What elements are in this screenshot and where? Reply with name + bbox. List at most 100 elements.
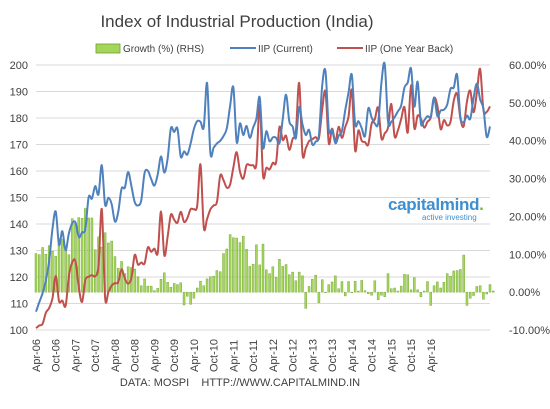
growth-bar [186, 291, 189, 297]
growth-bar [334, 275, 337, 293]
legend-label-iip-current: IIP (Current) [258, 44, 313, 55]
y-left-tick-label: 140 [10, 219, 28, 231]
growth-bar [281, 266, 284, 293]
growth-bar [41, 247, 44, 293]
growth-bar [419, 291, 423, 297]
x-tick-label: Oct-12 [288, 339, 300, 372]
y-left-tick-label: 160 [10, 166, 28, 178]
growth-bar [330, 281, 334, 293]
growth-bar [432, 285, 436, 293]
growth-bar [291, 271, 294, 293]
growth-bar [126, 266, 130, 293]
growth-bar [416, 289, 419, 293]
growth-bar [219, 271, 222, 293]
x-tick-label: Apr-09 [149, 339, 161, 372]
growth-bar [449, 276, 452, 293]
growth-bar [347, 281, 350, 293]
x-tick-label: Oct-08 [130, 339, 142, 372]
growth-bar [360, 280, 363, 293]
growth-bar [452, 270, 456, 293]
iip-lines [35, 61, 491, 329]
x-tick-label: Oct-11 [248, 340, 260, 372]
y-left-tick-label: 200 [10, 60, 28, 72]
chart-legend: Growth (%) (RHS) IIP (Current) IIP (One Ye… [95, 43, 453, 55]
growth-bar [261, 243, 265, 293]
x-tick-label: Apr-06 [31, 339, 43, 372]
growth-bar [297, 271, 301, 293]
growth-bar [390, 288, 393, 293]
growth-bar [225, 248, 229, 293]
growth-bar [492, 290, 495, 293]
growth-bar [274, 277, 278, 293]
growth-bar [472, 291, 475, 296]
x-tick-label: Apr-13 [307, 339, 319, 372]
growth-bar [439, 287, 442, 293]
growth-bar [107, 242, 110, 293]
growth-bar [265, 269, 268, 293]
growth-bar [93, 249, 97, 293]
growth-bar [238, 242, 242, 293]
growth-bar [469, 291, 472, 299]
growth-bar [169, 287, 173, 293]
source-note: DATA: MOSPI HTTP://WWW.CAPITALMIND.IN [120, 377, 360, 389]
growth-bar [475, 286, 479, 293]
growth-bar [182, 291, 186, 306]
capitalmind-logo: capitalmind. active investing [388, 195, 484, 222]
growth-bar [140, 285, 143, 293]
growth-bar [442, 282, 446, 293]
growth-bar [314, 274, 317, 293]
growth-bars [34, 208, 495, 309]
growth-bar [113, 256, 117, 293]
growth-bar [478, 285, 482, 293]
growth-bar [383, 291, 386, 297]
y-right-tick-label: 50.00% [509, 98, 547, 110]
growth-bar [409, 289, 413, 293]
growth-bar [268, 273, 271, 293]
growth-bar [57, 238, 61, 293]
growth-bar [271, 266, 275, 293]
growth-bar [380, 291, 383, 296]
x-tick-label: Apr-12 [268, 339, 280, 372]
growth-bar [482, 291, 485, 300]
growth-bar [143, 278, 146, 293]
y-left-tick-label: 190 [10, 87, 28, 99]
growth-bar [294, 280, 298, 293]
y-left-tick-label: 100 [10, 325, 28, 337]
growth-bar [311, 279, 314, 293]
growth-bar [163, 272, 166, 293]
growth-bar [462, 254, 465, 293]
growth-bar [232, 237, 235, 293]
growth-bar [485, 291, 488, 295]
growth-bar [344, 291, 347, 297]
x-tick-label: Oct-15 [406, 339, 418, 372]
left-axis: 100 110 120 130 140 150 160 170 180 190 200 [10, 60, 28, 337]
growth-bar [166, 282, 169, 293]
growth-bar [245, 249, 248, 293]
growth-bar [413, 277, 416, 293]
x-tick-label: Oct-13 [327, 339, 339, 372]
growth-bar [228, 234, 232, 293]
growth-bar [100, 246, 104, 293]
growth-bar [64, 247, 67, 293]
growth-bar [406, 274, 409, 293]
growth-bar [301, 275, 304, 293]
growth-bar [248, 266, 252, 293]
growth-bar [54, 255, 57, 293]
x-tick-label: Apr-15 [386, 339, 398, 372]
growth-bar [353, 280, 357, 293]
growth-bar [235, 237, 238, 293]
y-right-tick-label: 10.00% [509, 249, 547, 261]
growth-bar [159, 279, 163, 293]
growth-bar [396, 290, 400, 293]
chart-title: Index of Industrial Production (India) [100, 12, 373, 31]
growth-bar [176, 284, 179, 293]
growth-bar [284, 264, 288, 293]
growth-bar [84, 208, 87, 293]
iip-current-line [35, 61, 491, 313]
growth-bar [179, 282, 182, 293]
y-right-tick-label: 20.00% [509, 211, 547, 223]
growth-bar [189, 291, 192, 305]
growth-bar [136, 276, 140, 293]
x-tick-label: Apr-14 [347, 339, 359, 372]
